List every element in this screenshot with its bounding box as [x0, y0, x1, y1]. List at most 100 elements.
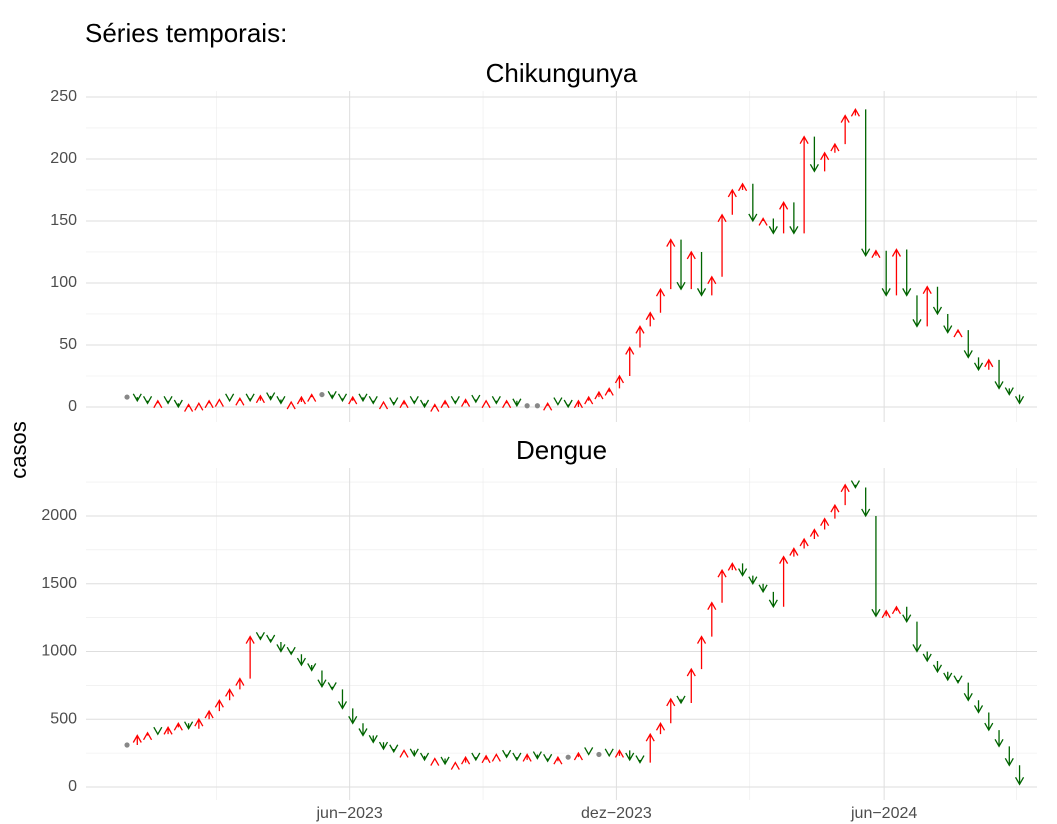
up-arrow	[871, 249, 881, 259]
down-arrow	[389, 397, 399, 406]
down-arrow	[861, 487, 871, 518]
up-arrow	[717, 568, 727, 603]
y-tick-label: 1500	[41, 575, 77, 592]
y-tick-label: 50	[59, 336, 77, 353]
up-arrow	[153, 399, 163, 409]
up-arrow	[953, 328, 963, 338]
down-arrow	[276, 641, 286, 653]
up-arrow	[553, 755, 563, 765]
flat-point	[124, 742, 130, 748]
down-arrow	[389, 744, 399, 754]
up-arrow	[430, 757, 440, 766]
down-arrow	[348, 708, 358, 725]
down-arrow	[738, 563, 748, 577]
up-arrow	[214, 398, 224, 407]
down-arrow	[286, 646, 296, 656]
down-arrow	[553, 397, 563, 406]
up-arrow	[573, 399, 583, 409]
down-arrow	[809, 136, 819, 173]
down-arrow	[748, 183, 758, 223]
up-arrow	[666, 697, 676, 724]
down-arrow	[1014, 394, 1025, 405]
up-arrow	[707, 275, 717, 296]
down-arrow	[153, 726, 163, 736]
up-arrow	[173, 721, 183, 731]
up-arrow	[543, 401, 553, 411]
down-arrow	[932, 286, 943, 316]
up-arrow	[655, 721, 666, 735]
up-arrow	[789, 547, 799, 557]
up-arrow	[348, 395, 358, 405]
down-arrow	[922, 651, 932, 663]
up-arrow	[984, 358, 994, 370]
down-arrow	[1004, 387, 1014, 396]
down-arrow	[255, 631, 265, 641]
up-arrow	[840, 114, 850, 145]
down-arrow	[337, 689, 348, 710]
down-arrow	[502, 749, 512, 759]
x-tick-label: dez−2023	[581, 805, 652, 822]
up-arrow	[758, 217, 768, 226]
down-arrow	[871, 515, 881, 618]
down-arrow	[409, 395, 419, 405]
up-arrow	[891, 605, 902, 615]
down-arrow	[584, 747, 594, 756]
down-arrow	[758, 583, 768, 594]
down-arrow	[378, 741, 389, 751]
up-arrow	[142, 731, 153, 741]
down-arrow	[471, 394, 481, 404]
up-arrow	[727, 562, 737, 571]
down-arrow	[409, 748, 419, 758]
down-arrow	[491, 395, 501, 405]
down-arrow	[471, 752, 481, 762]
down-arrow	[266, 634, 276, 644]
up-arrow	[235, 397, 245, 406]
up-arrow	[204, 709, 214, 720]
up-arrow	[830, 142, 840, 153]
up-arrow	[286, 400, 296, 410]
up-arrow	[573, 751, 583, 761]
up-arrow	[307, 393, 317, 402]
y-tick-label: 200	[50, 150, 77, 167]
up-arrow	[891, 248, 902, 296]
y-tick-label: 0	[68, 398, 77, 415]
y-tick-label: 250	[50, 88, 77, 105]
up-arrow	[738, 182, 748, 192]
up-arrow	[194, 401, 204, 411]
up-arrow	[850, 108, 860, 117]
up-arrow	[430, 403, 440, 412]
up-arrow	[163, 726, 173, 735]
down-arrow	[676, 239, 686, 291]
down-arrow	[368, 395, 378, 405]
down-arrow	[953, 675, 963, 684]
down-arrow	[994, 359, 1004, 390]
down-arrow	[973, 357, 984, 372]
down-arrow	[676, 695, 686, 705]
up-arrow	[594, 390, 604, 400]
flat-point	[596, 751, 602, 758]
down-arrow	[368, 734, 378, 744]
down-arrow	[994, 730, 1004, 748]
up-arrow	[132, 734, 142, 745]
up-arrow	[235, 677, 245, 690]
up-arrow	[922, 285, 932, 327]
y-tick-label: 1000	[41, 643, 77, 660]
flat-point	[319, 391, 325, 398]
down-arrow	[512, 398, 522, 408]
up-arrow	[399, 749, 409, 758]
up-arrow	[491, 753, 501, 762]
up-arrow	[881, 609, 891, 619]
down-arrow	[163, 395, 173, 405]
down-arrow	[450, 395, 460, 405]
down-arrow	[563, 399, 573, 409]
up-arrow	[666, 238, 676, 290]
up-arrow	[204, 399, 214, 409]
up-arrow	[184, 403, 194, 412]
up-arrow	[225, 688, 235, 701]
up-arrow	[584, 395, 594, 405]
down-arrow	[266, 392, 276, 401]
panel-title: Chikungunya	[486, 58, 638, 88]
down-arrow	[748, 575, 758, 586]
up-arrow	[799, 537, 809, 549]
